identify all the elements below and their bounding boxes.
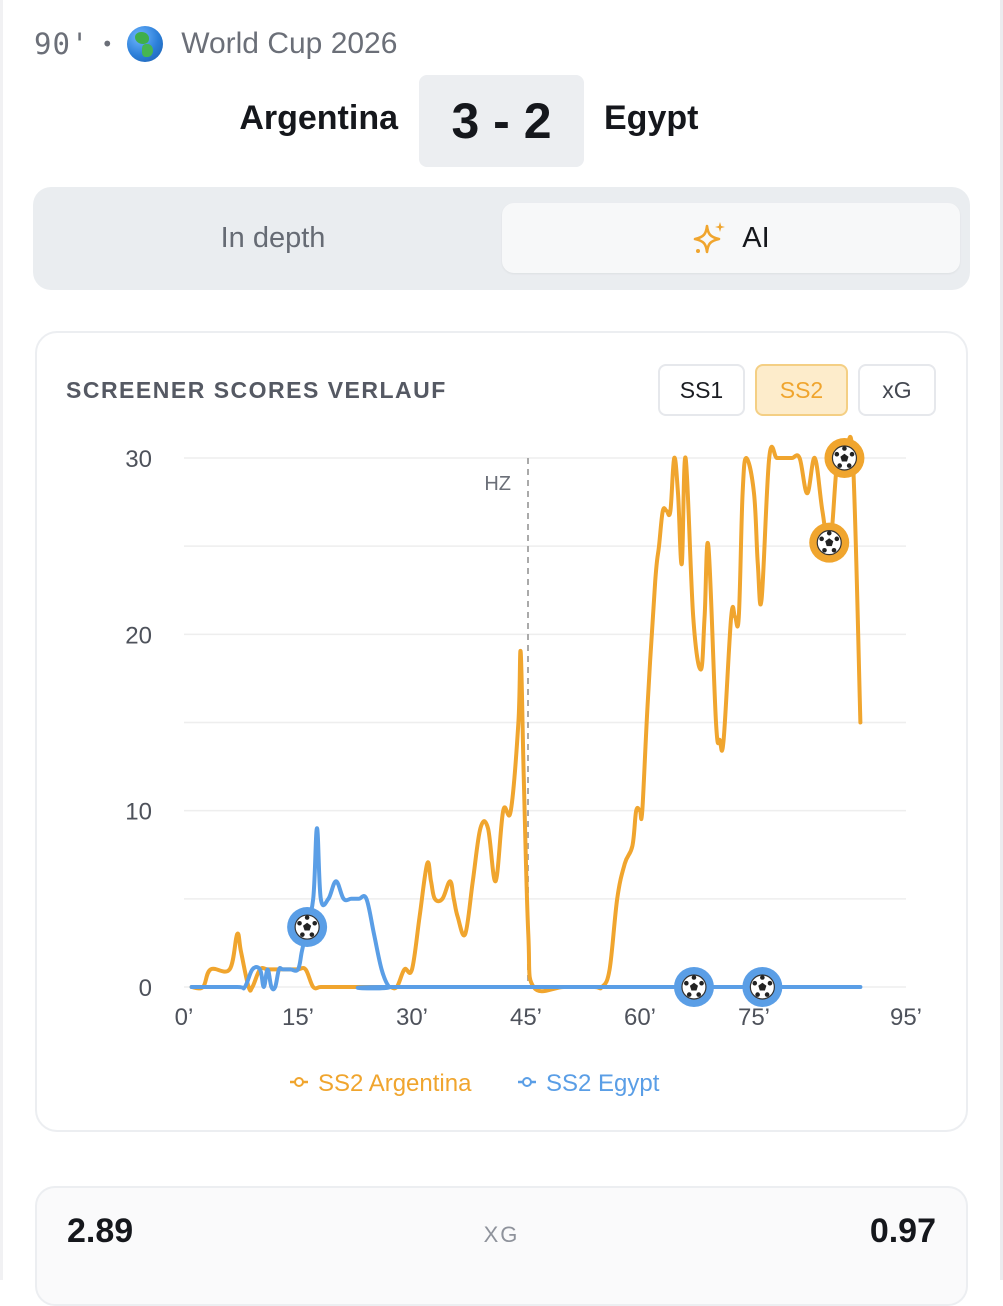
football-patch <box>834 451 840 457</box>
xg-home-value: 2.89 <box>67 1212 134 1250</box>
football-patch <box>825 538 834 547</box>
football-patch <box>696 992 702 997</box>
x-tick-label: 30’ <box>396 1004 428 1031</box>
football-patch <box>304 915 310 920</box>
goal-marker <box>287 907 328 948</box>
right-edge <box>1000 0 1003 1280</box>
y-tick-label: 30 <box>125 446 152 473</box>
y-tick-label: 10 <box>125 799 152 826</box>
football-patch <box>764 992 770 997</box>
x-tick-label: 75’ <box>738 1004 770 1031</box>
goal-marker <box>824 438 865 478</box>
football-patch <box>840 453 849 462</box>
football-patch <box>846 463 852 468</box>
sparkle-icon <box>693 222 726 254</box>
tab-ai-label: AI <box>742 221 770 254</box>
x-tick-label: 60’ <box>624 1004 656 1031</box>
away-team-name: Egypt <box>604 99 699 137</box>
series-line <box>189 826 863 992</box>
match-minute: 90' <box>34 27 90 61</box>
series-line <box>189 435 863 994</box>
halftime-label: HZ <box>484 473 511 495</box>
separator-dot: • <box>101 32 114 56</box>
football-patch <box>689 982 698 991</box>
football-patch <box>831 547 837 553</box>
football-patch <box>686 992 692 997</box>
chart-card <box>35 331 968 1132</box>
home-team-name: Argentina <box>239 99 398 137</box>
mode-ss1-button[interactable]: SS1 <box>658 364 745 416</box>
football-patch <box>760 975 765 980</box>
goal-marker <box>673 967 714 1007</box>
football-patch <box>684 980 689 986</box>
tab-in-depth-label: In depth <box>220 221 326 254</box>
x-tick-label: 45’ <box>510 1004 542 1031</box>
football-patch <box>837 463 842 468</box>
football-patch <box>755 992 760 997</box>
xg-label: XG <box>483 1222 520 1247</box>
globe-icon <box>127 26 164 62</box>
x-tick-label: 0’ <box>175 1004 194 1031</box>
football-patch <box>834 536 840 542</box>
chart-title: SCREENER SCORES VERLAUF <box>66 377 447 403</box>
y-tick-label: 20 <box>125 622 152 649</box>
goal-marker <box>809 522 850 563</box>
tab-in-depth[interactable]: In depth <box>47 203 499 273</box>
football-patch <box>297 920 302 926</box>
legend-swatch-dot <box>522 1077 532 1087</box>
football-patch <box>849 451 855 457</box>
legend-swatch-dot <box>294 1077 304 1087</box>
mode-ss2-button[interactable]: SS2 <box>755 364 848 416</box>
football-patch <box>699 980 704 986</box>
competition-name: World Cup 2026 <box>181 27 398 60</box>
football-patch <box>752 980 758 986</box>
legend-label: SS2 Argentina <box>318 1070 472 1097</box>
football-patch <box>303 922 312 931</box>
legend-label: SS2 Egypt <box>546 1070 660 1097</box>
football-patch <box>309 932 315 937</box>
football-patch <box>822 547 827 553</box>
score-box: 3 - 2 <box>419 75 584 167</box>
x-tick-label: 95’ <box>890 1004 922 1031</box>
football-patch <box>758 982 767 991</box>
football-patch <box>312 920 318 926</box>
y-tick-label: 0 <box>139 975 152 1002</box>
football-patch <box>842 446 847 451</box>
view-tabs: In depth AI <box>33 187 970 290</box>
tab-ai[interactable]: AI <box>502 203 960 273</box>
mode-xg-button[interactable]: xG <box>858 364 936 416</box>
football-patch <box>819 536 824 542</box>
football-patch <box>300 932 305 937</box>
football-patch <box>826 530 832 536</box>
xg-away-value: 0.97 <box>869 1212 936 1250</box>
goal-marker <box>742 967 783 1007</box>
football-patch <box>767 980 773 986</box>
match-meta: 90' • World Cup 2026 <box>34 24 397 64</box>
x-tick-label: 15’ <box>282 1004 314 1031</box>
left-edge <box>0 0 3 1280</box>
score-row: Argentina 3 - 2 Egypt <box>0 75 1003 167</box>
football-patch <box>691 975 697 980</box>
